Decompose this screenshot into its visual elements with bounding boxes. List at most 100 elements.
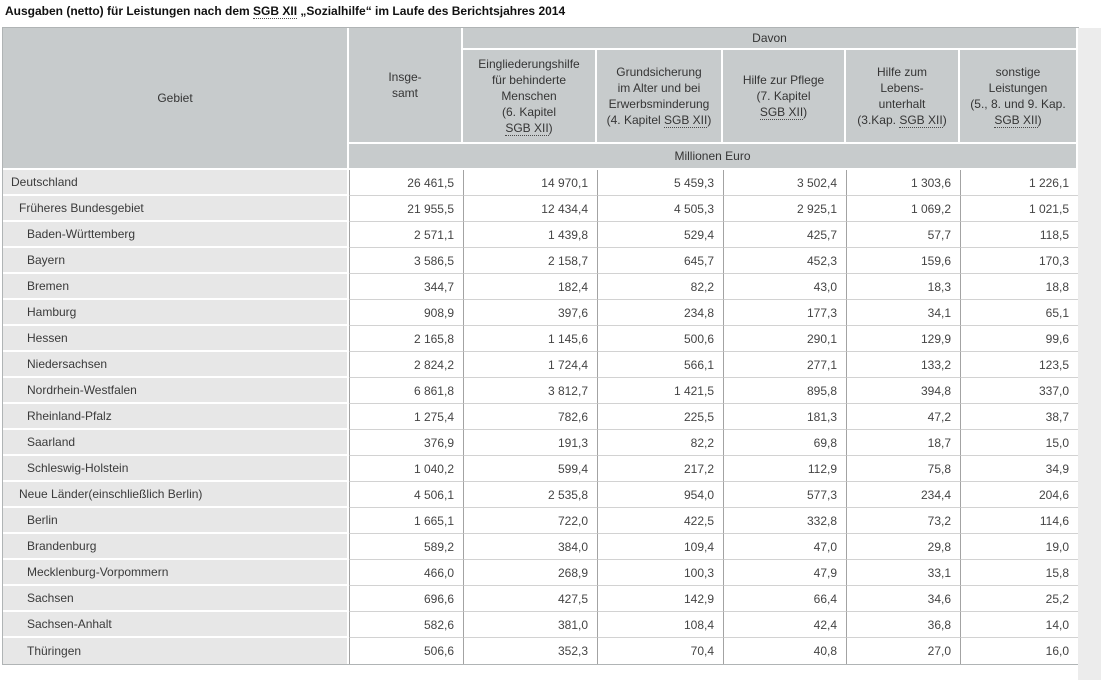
value-cell: 225,5 — [597, 404, 723, 430]
region-label: Neue Länder(einschließlich Berlin) — [19, 487, 203, 501]
value-cell: 2 158,7 — [463, 248, 597, 274]
region-cell: Neue Länder(einschließlich Berlin) — [3, 482, 349, 508]
value-cell: 99,6 — [960, 326, 1078, 352]
value-cell: 2 824,2 — [349, 352, 463, 378]
region-label: Schleswig-Holstein — [27, 461, 129, 475]
region-label: Mecklenburg-Vorpommern — [27, 565, 169, 579]
value-cell: 1 069,2 — [846, 196, 960, 222]
value-cell: 722,0 — [463, 508, 597, 534]
value-cell: 16,0 — [960, 638, 1078, 664]
value-cell: 12 434,4 — [463, 196, 597, 222]
value-cell: 47,9 — [723, 560, 846, 586]
value-cell: 5 459,3 — [597, 170, 723, 196]
value-cell: 18,3 — [846, 274, 960, 300]
value-cell: 645,7 — [597, 248, 723, 274]
table-row: Bayern 3 586,5 2 158,7 645,7 452,3 159,6… — [3, 248, 1078, 274]
region-cell: Schleswig-Holstein — [3, 456, 349, 482]
value-cell: 142,9 — [597, 586, 723, 612]
value-cell: 337,0 — [960, 378, 1078, 404]
value-cell: 234,4 — [846, 482, 960, 508]
page-right-gutter — [1078, 28, 1101, 680]
value-cell: 43,0 — [723, 274, 846, 300]
value-cell: 397,6 — [463, 300, 597, 326]
table-row: Sachsen 696,6 427,5 142,9 66,4 34,6 25,2 — [3, 586, 1078, 612]
region-cell: Mecklenburg-Vorpommern — [3, 560, 349, 586]
value-cell: 66,4 — [723, 586, 846, 612]
value-cell: 4 505,3 — [597, 196, 723, 222]
value-cell: 1 226,1 — [960, 170, 1078, 196]
value-cell: 29,8 — [846, 534, 960, 560]
value-cell: 2 165,8 — [349, 326, 463, 352]
value-cell: 109,4 — [597, 534, 723, 560]
value-cell: 114,6 — [960, 508, 1078, 534]
region-label: Deutschland — [11, 175, 78, 189]
region-cell: Deutschland — [3, 170, 349, 196]
region-label: Bayern — [27, 253, 66, 267]
region-label: Früheres Bundesgebiet — [19, 201, 144, 215]
region-cell: Berlin — [3, 508, 349, 534]
value-cell: 384,0 — [463, 534, 597, 560]
column-header-eingliederungshilfe: Eingliederungshilfe für behinderte Mensche… — [463, 50, 597, 144]
value-cell: 25,2 — [960, 586, 1078, 612]
table-row: Berlin 1 665,1 722,0 422,5 332,8 73,2 11… — [3, 508, 1078, 534]
table-row: Niedersachsen 2 824,2 1 724,4 566,1 277,… — [3, 352, 1078, 378]
table-row: Thüringen 506,6 352,3 70,4 40,8 27,0 16,… — [3, 638, 1078, 664]
table-row: Saarland 376,9 191,3 82,2 69,8 18,7 15,0 — [3, 430, 1078, 456]
value-cell: 181,3 — [723, 404, 846, 430]
value-cell: 15,0 — [960, 430, 1078, 456]
value-cell: 65,1 — [960, 300, 1078, 326]
value-cell: 466,0 — [349, 560, 463, 586]
region-cell: Hamburg — [3, 300, 349, 326]
value-cell: 36,8 — [846, 612, 960, 638]
value-cell: 582,6 — [349, 612, 463, 638]
value-cell: 895,8 — [723, 378, 846, 404]
region-label: Brandenburg — [27, 539, 97, 553]
region-cell: Bayern — [3, 248, 349, 274]
region-label: Hamburg — [27, 305, 77, 319]
table-row: Nordrhein-Westfalen 6 861,8 3 812,7 1 42… — [3, 378, 1078, 404]
region-cell: Thüringen — [3, 638, 349, 664]
value-cell: 3 502,4 — [723, 170, 846, 196]
region-label: Baden-Württemberg — [27, 227, 136, 241]
table-row: Baden-Württemberg 2 571,1 1 439,8 529,4 … — [3, 222, 1078, 248]
value-cell: 14,0 — [960, 612, 1078, 638]
value-cell: 1 275,4 — [349, 404, 463, 430]
value-cell: 589,2 — [349, 534, 463, 560]
value-cell: 696,6 — [349, 586, 463, 612]
value-cell: 954,0 — [597, 482, 723, 508]
value-cell: 566,1 — [597, 352, 723, 378]
value-cell: 234,8 — [597, 300, 723, 326]
value-cell: 129,9 — [846, 326, 960, 352]
page-title: Ausgaben (netto) für Leistungen nach dem… — [5, 4, 566, 19]
value-cell: 506,6 — [349, 638, 463, 664]
column-header-grundsicherung: Grundsicherung im Alter und bei Erwerbsmin… — [597, 50, 723, 144]
table-row: Sachsen-Anhalt 582,6 381,0 108,4 42,4 36… — [3, 612, 1078, 638]
value-cell: 159,6 — [846, 248, 960, 274]
value-cell: 34,9 — [960, 456, 1078, 482]
value-cell: 15,8 — [960, 560, 1078, 586]
value-cell: 376,9 — [349, 430, 463, 456]
table-row: Mecklenburg-Vorpommern 466,0 268,9 100,3… — [3, 560, 1078, 586]
value-cell: 177,3 — [723, 300, 846, 326]
value-cell: 34,6 — [846, 586, 960, 612]
statistics-table: Gebiet Insge-samt Davon Eingliederungshi… — [3, 28, 1078, 664]
value-cell: 3 586,5 — [349, 248, 463, 274]
value-cell: 133,2 — [846, 352, 960, 378]
value-cell: 38,7 — [960, 404, 1078, 430]
value-cell: 170,3 — [960, 248, 1078, 274]
value-cell: 82,2 — [597, 274, 723, 300]
value-cell: 108,4 — [597, 612, 723, 638]
value-cell: 1 145,6 — [463, 326, 597, 352]
unit-header: Millionen Euro — [349, 144, 1078, 170]
region-cell: Niedersachsen — [3, 352, 349, 378]
value-cell: 69,8 — [723, 430, 846, 456]
value-cell: 21 955,5 — [349, 196, 463, 222]
value-cell: 217,2 — [597, 456, 723, 482]
column-header-sonstige-leistungen: sonstige Leistungen (5., 8. und 9. Kap. SGB… — [960, 50, 1078, 144]
value-cell: 268,9 — [463, 560, 597, 586]
value-cell: 344,7 — [349, 274, 463, 300]
value-cell: 332,8 — [723, 508, 846, 534]
value-cell: 1 439,8 — [463, 222, 597, 248]
value-cell: 290,1 — [723, 326, 846, 352]
